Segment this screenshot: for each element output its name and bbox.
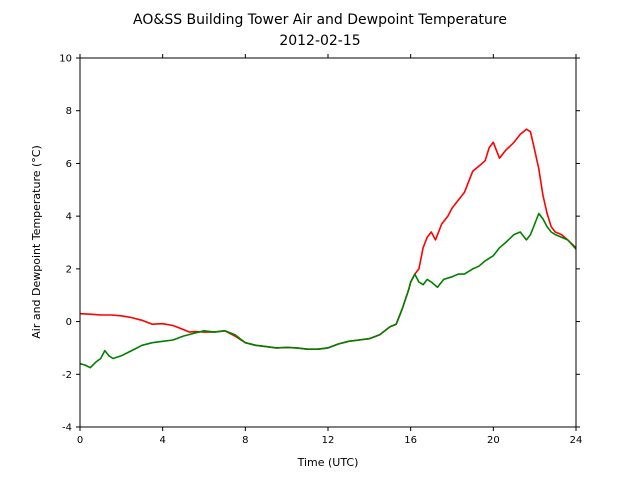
plot-frame xyxy=(79,57,577,428)
x-axis: 0 4 8 12 16 20 24 xyxy=(77,54,583,446)
y-tick-label-6: 8 xyxy=(66,106,72,117)
y-tick-label-3: 2 xyxy=(66,264,72,275)
x-tick-label-1: 4 xyxy=(159,435,165,446)
x-tick-label-6: 24 xyxy=(570,435,583,446)
series-layer xyxy=(79,128,577,369)
series-line-1 xyxy=(79,212,577,369)
y-tick-label-7: 10 xyxy=(59,54,72,65)
x-tick-label-5: 20 xyxy=(487,435,500,446)
x-axis-label: Time (UTC) xyxy=(297,456,359,469)
y-tick-label-5: 6 xyxy=(66,159,72,170)
y-tick-label-1: -2 xyxy=(62,370,72,381)
chart-title: AO&SS Building Tower Air and Dewpoint Te… xyxy=(133,12,507,28)
y-axis-label: Air and Dewpoint Temperature (°C) xyxy=(30,145,43,339)
y-tick-label-4: 4 xyxy=(66,212,72,223)
x-tick-label-3: 12 xyxy=(322,435,335,446)
y-axis: -4 -2 0 2 4 6 8 10 xyxy=(59,54,580,434)
x-tick-label-4: 16 xyxy=(404,435,417,446)
x-tick-label-0: 0 xyxy=(77,435,83,446)
y-tick-label-2: 0 xyxy=(66,317,72,328)
y-tick-label-0: -4 xyxy=(62,423,72,434)
x-tick-label-2: 8 xyxy=(242,435,248,446)
chart-subtitle: 2012-02-15 xyxy=(279,33,360,49)
series-line-0 xyxy=(79,128,577,351)
